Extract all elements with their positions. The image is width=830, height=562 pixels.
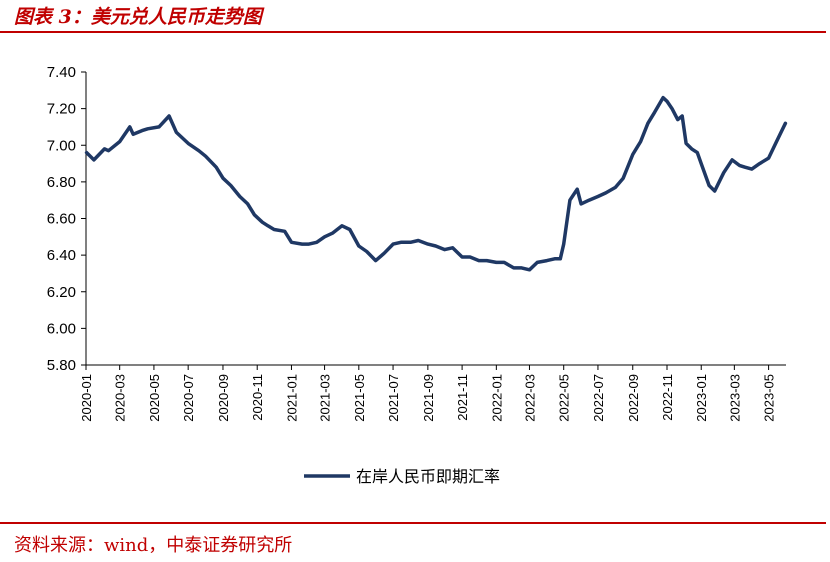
x-tick-label: 2021-07 [386,374,401,422]
x-tick-label: 2021-03 [318,374,333,422]
top-rule [0,31,826,33]
y-tick-label: 5.80 [47,357,76,374]
x-tick-label: 2022-03 [522,374,537,422]
y-tick-label: 6.60 [47,211,76,228]
x-tick-label: 2021-05 [352,374,367,422]
y-tick-label: 6.20 [47,284,76,301]
x-tick-label: 2023-03 [727,374,742,422]
x-tick-label: 2023-01 [694,374,709,422]
y-tick-label: 6.00 [47,320,76,337]
x-tick-label: 2020-01 [79,374,94,422]
x-tick-label: 2022-07 [591,374,606,422]
x-tick-label: 2021-11 [455,374,470,421]
x-tick-label: 2022-11 [660,374,675,421]
x-tick-label: 2020-05 [147,374,162,422]
y-tick-label: 7.00 [47,137,76,154]
x-tick-label: 2020-11 [250,374,265,421]
x-tick-label: 2023-05 [762,374,777,422]
y-tick-label: 7.40 [47,64,76,81]
x-tick-label: 2022-09 [626,374,641,422]
x-tick-label: 2022-05 [557,374,572,422]
x-tick-label: 2020-09 [216,374,231,422]
x-tick-label: 2021-01 [284,374,299,422]
x-tick-label: 2022-01 [489,374,504,422]
legend-label: 在岸人民币即期汇率 [356,467,500,486]
legend: 在岸人民币即期汇率 [304,467,500,486]
y-tick-label: 7.20 [47,101,76,118]
source-note: 资料来源：wind，中泰证券研究所 [14,535,293,556]
figure-title: 图表 3：美元兑人民币走势图 [14,6,262,28]
x-tick-label: 2020-03 [113,374,128,422]
x-tick-group: 2020-01 2020-03 2020-05 2020-07 2020-09 2020-… [79,365,777,422]
chart-area: 5.80 6.00 6.20 6.40 6.60 6.80 7.00 7.20 7.40 202… [47,64,788,486]
bottom-rule [0,522,826,524]
y-tick-group: 5.80 6.00 6.20 6.40 6.60 6.80 7.00 7.20 7.40 [47,64,86,374]
x-tick-label: 2021-09 [421,374,436,422]
x-tick-label: 2020-07 [181,374,196,422]
y-tick-label: 6.40 [47,247,76,264]
series-line-spot-rate [84,95,788,272]
y-tick-label: 6.80 [47,174,76,191]
